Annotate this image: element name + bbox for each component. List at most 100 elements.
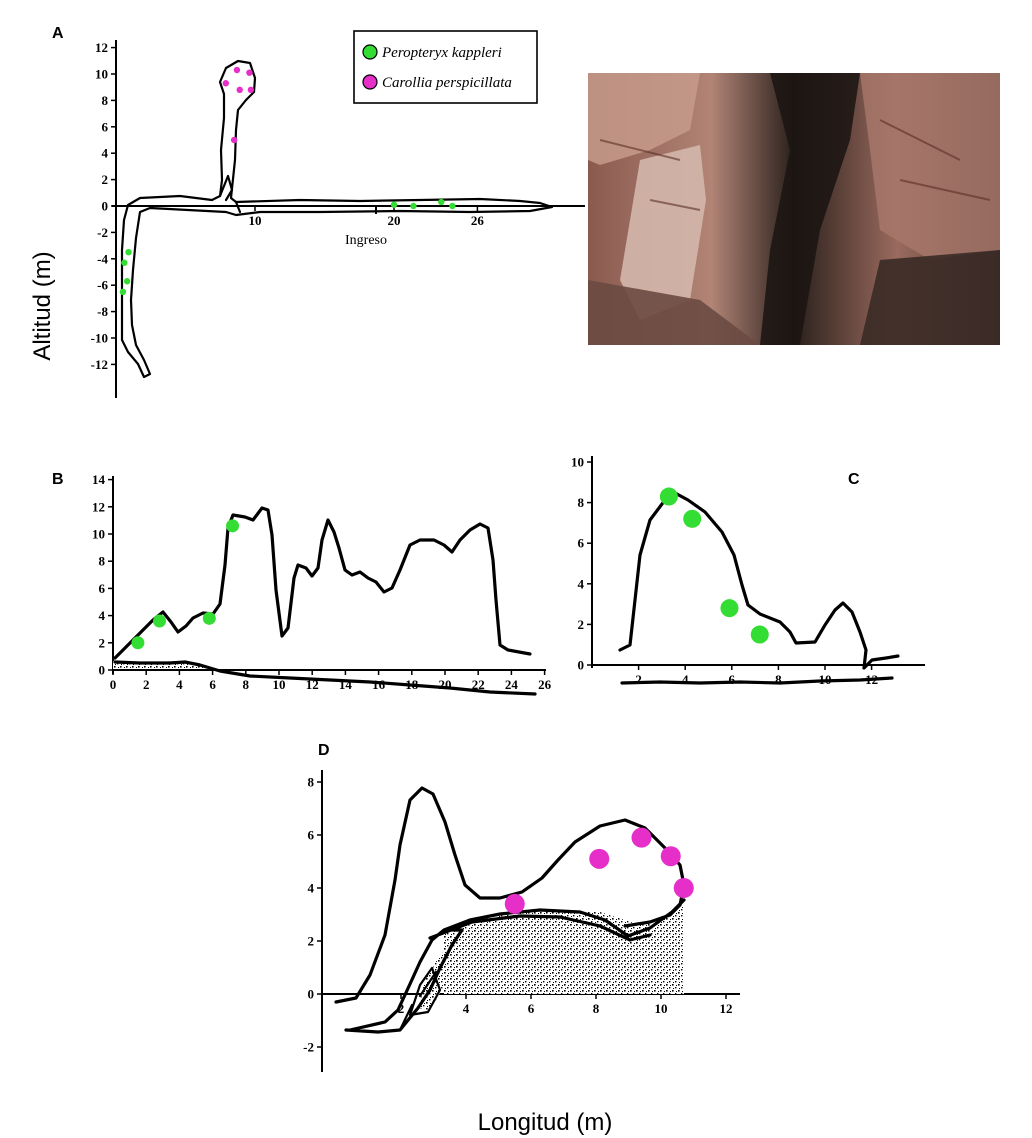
y-tick-label: 8 [102,93,109,108]
y-tick-label: -2 [97,225,108,240]
y-tick-label: 0 [578,658,585,673]
y-tick-label: 8 [99,554,106,569]
data-point [236,86,243,94]
panel-c-cave-roof [618,491,900,670]
y-tick-label: 0 [308,987,315,1002]
y-tick-label: -8 [97,304,108,319]
data-point [750,625,769,644]
y-tick-label: 12 [95,40,108,55]
y-tick-label: 8 [308,775,315,790]
y-tick-label: 8 [578,495,585,510]
data-point [246,69,253,76]
x-tick-label: 10 [273,677,286,692]
y-tick-label: 2 [102,172,109,187]
y-tick-label: 4 [578,576,585,591]
y-tick-label: 2 [308,934,315,949]
panel-a-shaft-detail [218,174,242,214]
panel-letter-d: D [318,742,330,759]
x-tick-label: 26 [471,213,485,228]
y-tick-label: -10 [91,331,108,346]
y-tick-label: 12 [92,499,105,514]
panel-b-cave-roof [113,506,532,660]
panel-c-cave-floor [620,676,894,685]
panel-d-sediment [444,905,684,994]
x-tick-label: 10 [249,213,262,228]
data-point [659,487,678,506]
y-tick-label: 0 [102,199,109,214]
data-point [123,278,131,285]
x-tick-label: 4 [682,672,689,687]
data-point [660,846,681,867]
y-tick-label: 10 [92,527,105,542]
data-point [230,136,238,144]
x-tick-label: 4 [463,1001,470,1016]
panel-d-y-ticks: 8 6 4 2 0 -2 [303,775,322,1055]
y-tick-label: 4 [102,146,109,161]
x-tick-label: 2 [143,677,150,692]
y-tick-label: 4 [99,608,106,623]
panel-a-cave-outline [120,59,554,379]
legend-label-carollia: Carollia perspicillata [382,75,512,91]
data-point [222,80,230,87]
data-point [438,198,445,206]
data-point [589,848,610,869]
x-tick-label: 8 [243,677,250,692]
data-point [119,288,127,295]
y-axis-title: Altitud (m) [29,251,56,360]
x-tick-label: 24 [505,677,519,692]
panel-d-points [504,827,694,914]
x-tick-label: 2 [398,1001,405,1016]
data-point [410,202,417,210]
x-tick-label: 6 [729,672,736,687]
y-tick-label: -4 [97,251,108,266]
legend-swatch-peropteryx [362,44,378,60]
data-point [504,893,525,914]
legend-box [353,30,538,104]
y-tick-label: 0 [99,663,106,678]
panel-a-x-ticks: 10 20 26 [249,206,485,228]
y-tick-label: 6 [578,536,585,551]
data-point [226,519,240,533]
data-point [233,66,241,74]
legend: Peropteryx kappleri Carollia perspicilla… [353,30,538,104]
data-point [121,259,128,266]
panel-c-y-ticks: 0 2 4 6 8 10 [571,455,592,673]
data-point [720,599,739,618]
data-point [247,86,255,94]
x-tick-label: 26 [538,677,552,692]
x-tick-label: 10 [655,1001,668,1016]
x-tick-label: 16 [372,677,386,692]
data-point [673,878,694,898]
x-tick-label: 4 [176,677,183,692]
panel-a-y-ticks: 12 10 8 6 4 2 0 -2 -4 -6 -8 -10 -12 [91,40,116,372]
x-tick-label: 22 [472,677,485,692]
y-tick-label: 6 [99,581,106,596]
panel-letter-a: A [52,25,64,42]
data-point [125,249,132,256]
panel-b-cave-floor [113,660,537,696]
cave-photo [588,73,1000,345]
data-point [683,509,702,528]
y-tick-label: 10 [95,67,108,82]
x-axis-title: Longitud (m) [478,1109,613,1136]
data-point [152,614,166,628]
x-tick-label: 8 [775,672,782,687]
y-tick-label: 2 [578,617,585,632]
x-tick-label: 6 [209,677,216,692]
y-tick-label: -6 [97,278,108,293]
x-tick-label: 8 [593,1001,600,1016]
x-tick-label: 20 [388,213,401,228]
y-tick-label: -2 [303,1040,314,1055]
legend-label-peropteryx: Peropteryx kappleri [381,45,502,61]
panel-b-points [131,519,240,650]
y-tick-label: 14 [92,472,106,487]
panel-letter-c: C [848,471,860,488]
y-tick-label: 6 [308,828,315,843]
panel-a-points [119,66,456,295]
panel-c-points [659,487,769,644]
x-tick-label: 12 [720,1001,733,1016]
x-tick-label: 0 [110,677,117,692]
y-tick-label: 2 [99,635,106,650]
